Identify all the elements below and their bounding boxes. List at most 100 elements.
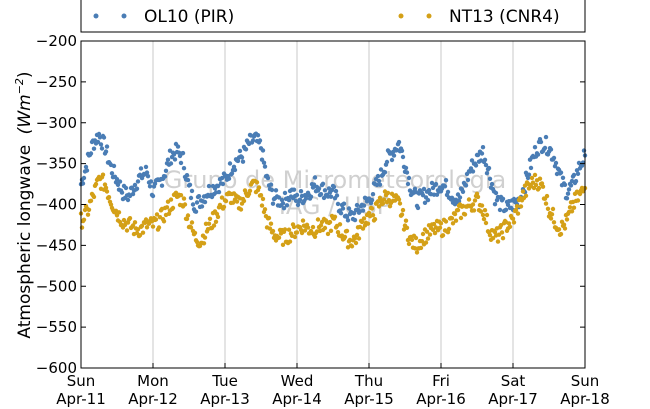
data-point xyxy=(189,220,195,225)
data-point xyxy=(202,199,208,205)
x-tick-label-date: Apr-13 xyxy=(200,390,250,408)
data-point xyxy=(369,206,375,211)
data-point xyxy=(400,207,406,213)
data-point xyxy=(365,221,371,226)
data-point xyxy=(473,163,479,168)
data-point xyxy=(327,219,333,225)
data-point xyxy=(369,197,375,203)
data-point xyxy=(533,182,539,188)
data-point xyxy=(460,189,466,194)
data-point xyxy=(280,242,286,247)
data-point xyxy=(267,226,273,231)
data-point xyxy=(575,198,581,203)
data-point xyxy=(536,185,542,191)
data-point xyxy=(344,214,350,220)
data-point xyxy=(101,135,107,140)
data-point xyxy=(535,152,541,157)
data-point xyxy=(493,190,499,196)
data-point xyxy=(470,169,476,174)
data-point xyxy=(172,157,178,162)
data-point xyxy=(219,195,225,200)
x-tick-label-day: Sat xyxy=(501,372,526,390)
data-point xyxy=(310,224,316,230)
data-point xyxy=(382,170,388,175)
data-point xyxy=(294,192,300,198)
data-point xyxy=(548,216,554,221)
data-point xyxy=(259,203,265,208)
data-point xyxy=(335,230,341,235)
data-point xyxy=(560,175,566,180)
data-point xyxy=(344,228,350,234)
data-point xyxy=(340,206,346,211)
data-point xyxy=(297,197,303,202)
data-point xyxy=(85,212,91,217)
data-point xyxy=(281,206,287,211)
data-point xyxy=(399,212,405,217)
data-point xyxy=(478,209,484,214)
data-point xyxy=(438,221,444,226)
data-point xyxy=(265,175,271,181)
x-tick-label-date: Apr-16 xyxy=(416,390,466,408)
y-tick-label: −550 xyxy=(36,318,77,336)
data-point xyxy=(523,193,529,198)
data-point xyxy=(338,211,344,216)
data-point xyxy=(229,171,235,176)
data-point xyxy=(145,174,151,179)
data-point xyxy=(544,193,550,199)
data-point xyxy=(159,183,165,188)
data-point xyxy=(528,165,534,171)
data-point xyxy=(333,188,339,194)
data-point xyxy=(507,224,513,229)
data-point xyxy=(243,147,249,152)
data-point xyxy=(104,189,110,194)
data-point xyxy=(497,207,503,213)
data-point xyxy=(255,133,261,138)
data-point xyxy=(345,218,351,223)
data-point xyxy=(430,227,436,232)
data-point xyxy=(150,193,156,199)
data-point xyxy=(409,237,415,242)
data-point xyxy=(424,229,430,234)
data-point xyxy=(569,209,575,214)
data-point xyxy=(299,230,305,236)
data-point xyxy=(194,239,200,245)
data-point xyxy=(558,170,564,175)
data-point xyxy=(103,149,109,154)
data-point xyxy=(232,167,238,173)
data-point xyxy=(380,201,386,206)
data-point xyxy=(130,223,136,228)
data-point xyxy=(221,204,227,210)
data-point xyxy=(168,161,174,166)
scatter-points xyxy=(78,131,588,255)
data-point xyxy=(420,231,426,237)
data-point xyxy=(241,198,247,204)
legend-box xyxy=(80,0,586,33)
data-point xyxy=(123,185,129,191)
data-point xyxy=(561,222,567,227)
data-point xyxy=(453,218,459,223)
data-point xyxy=(471,208,477,213)
x-tick-label-day: Mon xyxy=(137,372,169,390)
data-point xyxy=(414,250,420,255)
data-point xyxy=(282,190,288,196)
data-point xyxy=(178,160,184,166)
data-point xyxy=(452,211,458,217)
data-point xyxy=(457,195,463,200)
data-point xyxy=(188,225,194,230)
data-point xyxy=(269,187,275,193)
data-point xyxy=(322,188,328,193)
data-point xyxy=(472,198,478,203)
data-point xyxy=(188,195,194,201)
data-point xyxy=(397,201,403,206)
y-axis-label: Atmospheric longwave (Wm−2) xyxy=(13,71,35,338)
data-point xyxy=(134,186,140,191)
data-point xyxy=(182,202,188,207)
data-point xyxy=(376,178,382,184)
data-point xyxy=(510,216,516,221)
data-point xyxy=(404,225,410,230)
data-point xyxy=(573,179,579,184)
data-point xyxy=(334,193,340,198)
data-point xyxy=(258,193,264,198)
data-point xyxy=(96,131,102,137)
x-tick-label-day: Thu xyxy=(354,372,383,390)
